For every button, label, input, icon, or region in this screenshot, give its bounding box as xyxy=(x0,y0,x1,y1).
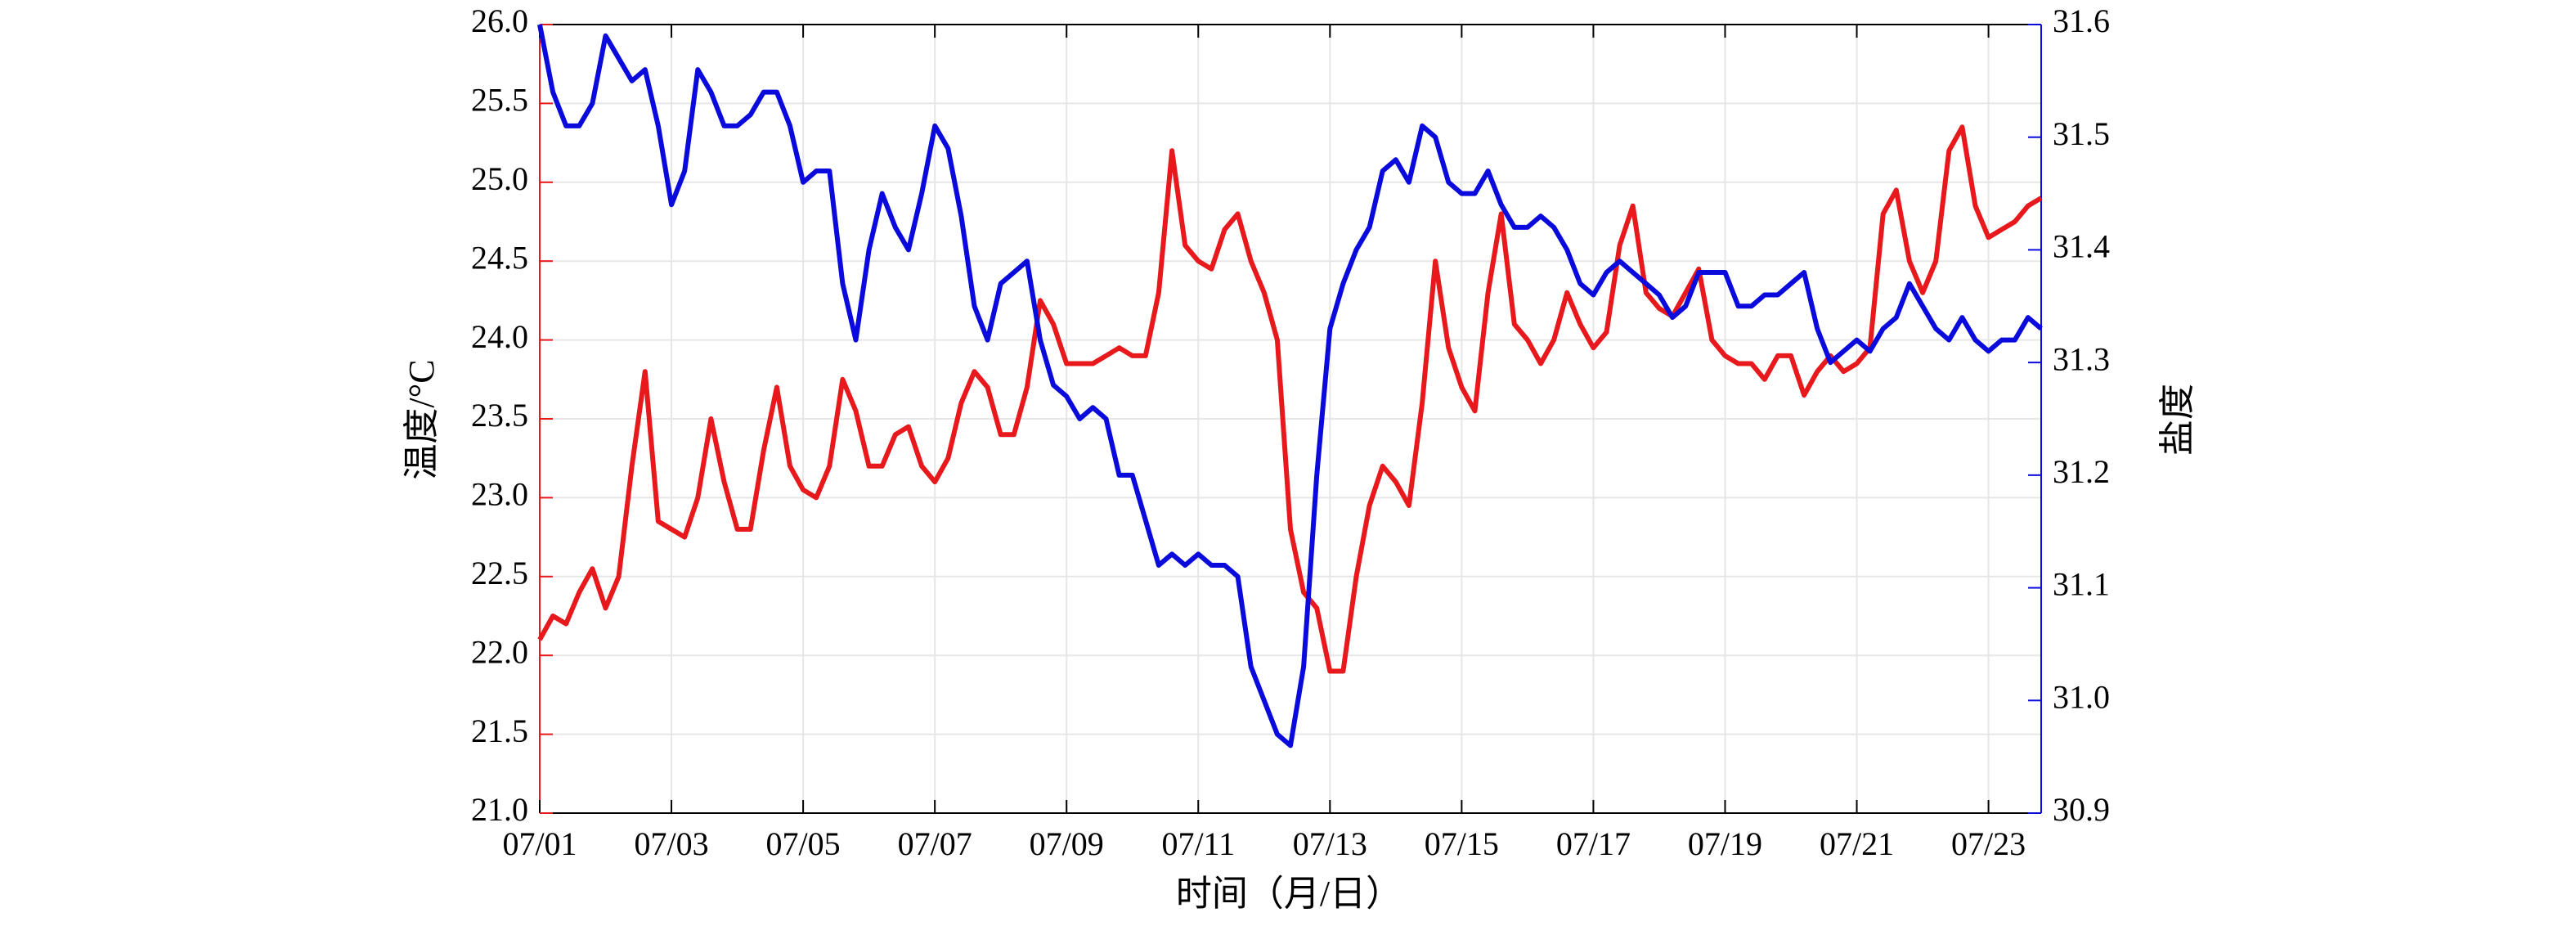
y-tick-label: 25.0 xyxy=(471,160,528,197)
y-tick-label: 22.0 xyxy=(471,633,528,670)
y2-tick-label: 31.2 xyxy=(2053,453,2110,490)
y-tick-label: 25.5 xyxy=(471,82,528,119)
x-tick-label: 07/13 xyxy=(1293,825,1367,862)
y-tick-label: 24.0 xyxy=(471,318,528,355)
y-tick-label: 23.5 xyxy=(471,397,528,434)
y2-tick-label: 31.1 xyxy=(2053,566,2110,603)
x-tick-label: 07/11 xyxy=(1161,825,1235,862)
x-tick-label: 07/07 xyxy=(898,825,972,862)
x-tick-label: 07/15 xyxy=(1425,825,1499,862)
x-tick-label: 07/19 xyxy=(1688,825,1762,862)
x-tick-label: 07/05 xyxy=(766,825,841,862)
y-tick-label: 24.5 xyxy=(471,239,528,276)
x-tick-label: 07/17 xyxy=(1556,825,1631,862)
series-line xyxy=(537,124,2043,674)
x-tick-label: 07/09 xyxy=(1030,825,1104,862)
x-tick-label: 07/03 xyxy=(634,825,708,862)
y2-tick-label: 31.6 xyxy=(2053,2,2110,39)
y2-tick-label: 31.4 xyxy=(2053,228,2110,265)
y-tick-label: 21.5 xyxy=(471,712,528,749)
y-axis-title: 温度/°C xyxy=(402,359,442,479)
x-tick-label: 07/01 xyxy=(502,825,577,862)
series-line xyxy=(537,24,2043,748)
y-tick-label: 26.0 xyxy=(471,2,528,39)
x-axis-title: 时间（月/日） xyxy=(1176,874,1402,914)
y2-tick-label: 31.3 xyxy=(2053,340,2110,377)
y-tick-label: 22.5 xyxy=(471,555,528,591)
y-tick-label: 21.0 xyxy=(471,791,528,828)
y2-tick-label: 31.0 xyxy=(2053,678,2110,715)
y2-tick-label: 30.9 xyxy=(2053,791,2110,828)
x-tick-label: 07/23 xyxy=(1951,825,2026,862)
y-tick-label: 23.0 xyxy=(471,476,528,513)
y2-tick-label: 31.5 xyxy=(2053,115,2110,152)
x-tick-label: 07/21 xyxy=(1820,825,1894,862)
y2-axis-title: 盐度 xyxy=(2157,384,2197,456)
